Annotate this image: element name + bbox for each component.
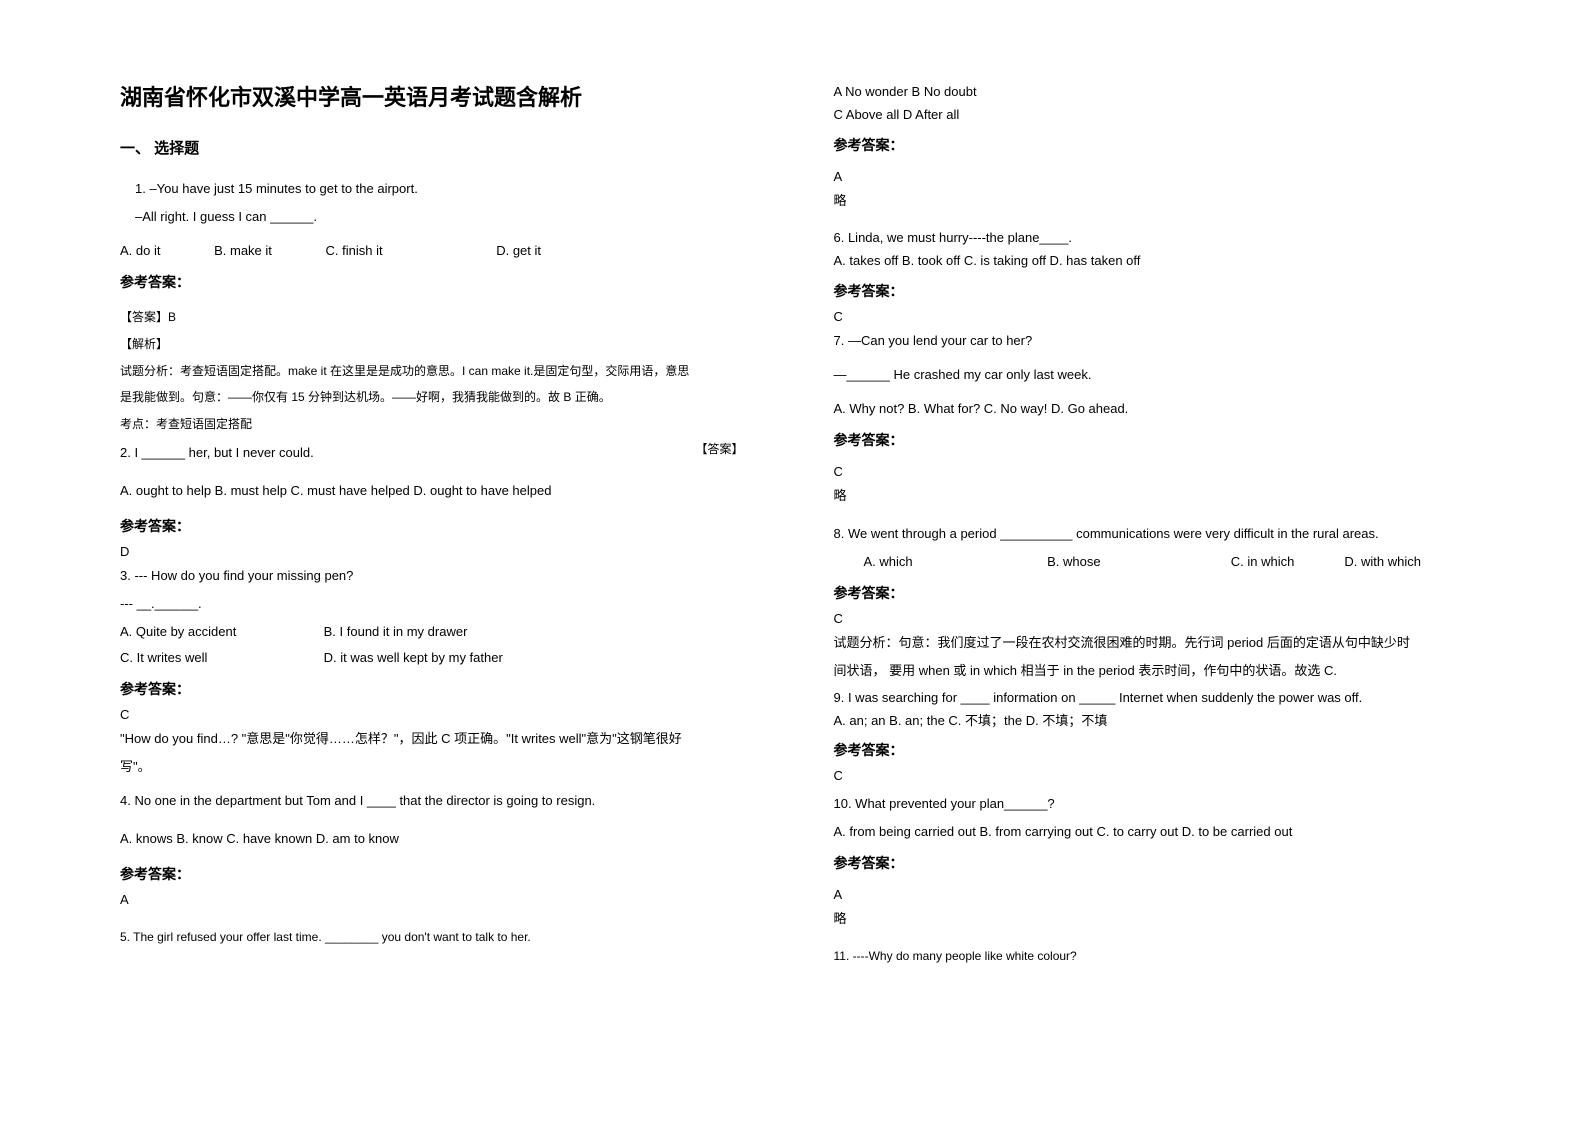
q5-opts-l1: A No wonder B No doubt xyxy=(834,80,1468,103)
ref-answer-label-9: 参考答案： xyxy=(834,740,1468,760)
q8-answer: C xyxy=(834,611,1468,626)
q10-options: A. from being carried out B. from carryi… xyxy=(834,819,1468,845)
q5-answer: A xyxy=(834,169,1468,184)
q8-exp-2: 间状语， 要用 when 或 in which 相当于 in the perio… xyxy=(834,658,1468,684)
q3-opt-c: C. It writes well xyxy=(120,645,320,671)
q3-exp-2: 写"。 xyxy=(120,754,754,780)
q1-exp-head: 【解析】 xyxy=(120,333,754,356)
q4-stem: 4. No one in the department but Tom and … xyxy=(120,788,754,814)
q3-exp-1: "How do you find…? "意思是"你觉得……怎样？"，因此 C 项… xyxy=(120,726,754,752)
q3-opt-b: B. I found it in my drawer xyxy=(324,624,468,639)
q2-answer: D xyxy=(120,544,754,559)
q2-stem: 2. I ______ her, but I never could. xyxy=(120,440,754,466)
q1-exp-3: 考点：考查短语固定搭配 xyxy=(120,413,754,436)
q8-opt-c: C. in which xyxy=(1231,549,1341,575)
q9-stem: 9. I was searching for ____ information … xyxy=(834,686,1468,709)
q7-answer: C xyxy=(834,464,1468,479)
q4-options: A. knows B. know C. have known D. am to … xyxy=(120,826,754,852)
q1-answer-head: 【答案】B xyxy=(120,306,754,329)
q1-options: A. do it B. make it C. finish it D. get … xyxy=(120,238,754,264)
q5-note: 略 xyxy=(834,188,1468,214)
q1-opt-b: B. make it xyxy=(214,238,272,264)
q5-stem: 5. The girl refused your offer last time… xyxy=(120,925,754,949)
q8-stem: 8. We went through a period __________ c… xyxy=(834,521,1468,547)
q6-answer: C xyxy=(834,309,1468,324)
q4-answer: A xyxy=(120,892,754,907)
q1-opt-c: C. finish it xyxy=(326,238,383,264)
q7-note: 略 xyxy=(834,483,1468,509)
q3-stem-1: 3. --- How do you find your missing pen? xyxy=(120,563,754,589)
q1-opt-a: A. do it xyxy=(120,238,160,264)
q1-opt-d: D. get it xyxy=(496,243,541,258)
q9-options: A. an; an B. an; the C. 不填；the D. 不填；不填 xyxy=(834,709,1468,732)
q2-options: A. ought to help B. must help C. must ha… xyxy=(120,478,754,504)
right-column: A No wonder B No doubt C Above all D Aft… xyxy=(794,80,1488,1082)
q3-answer: C xyxy=(120,707,754,722)
ref-answer-label-1: 参考答案： xyxy=(120,272,754,292)
section-heading: 一、 选择题 xyxy=(120,137,754,158)
q1-exp-2: 是我能做到。句意：——你仅有 15 分钟到达机场。——好啊，我猜我能做到的。故 … xyxy=(120,386,754,409)
ref-answer-label-3: 参考答案： xyxy=(120,679,754,699)
ref-answer-label-10: 参考答案： xyxy=(834,853,1468,873)
q1-stem-2: –All right. I guess I can ______. xyxy=(120,204,754,230)
q8-opt-d: D. with which xyxy=(1344,554,1421,569)
q7-options: A. Why not? B. What for? C. No way! D. G… xyxy=(834,396,1468,422)
q8-options: A. which B. whose C. in which D. with wh… xyxy=(834,549,1468,575)
ref-answer-label-2: 参考答案： xyxy=(120,516,754,536)
ref-answer-label-4: 参考答案： xyxy=(120,864,754,884)
q9-answer: C xyxy=(834,768,1468,783)
q8-exp-1: 试题分析：句意：我们度过了一段在农村交流很困难的时期。先行词 period 后面… xyxy=(834,630,1468,656)
q1-stem-1: 1. –You have just 15 minutes to get to t… xyxy=(120,176,754,202)
badge-answer: 【答案】 xyxy=(695,440,753,457)
q8-opt-b: B. whose xyxy=(1047,549,1227,575)
q3-opt-d: D. it was well kept by my father xyxy=(324,650,503,665)
q10-note: 略 xyxy=(834,906,1468,932)
q8-opt-a: A. which xyxy=(864,549,1044,575)
q10-stem: 10. What prevented your plan______? xyxy=(834,791,1468,817)
q1-exp-1: 试题分析：考查短语固定搭配。make it 在这里是是成功的意思。I can m… xyxy=(120,360,754,383)
q3-row1: A. Quite by accident B. I found it in my… xyxy=(120,619,754,645)
q3-stem-2: --- __.______. xyxy=(120,591,754,617)
q7-stem-1: 7. —Can you lend your car to her? xyxy=(834,328,1468,354)
q11-stem: 11. ----Why do many people like white co… xyxy=(834,944,1468,968)
q5-opts-l2: C Above all D After all xyxy=(834,103,1468,126)
q6-stem: 6. Linda, we must hurry----the plane____… xyxy=(834,226,1468,249)
ref-answer-label-6: 参考答案： xyxy=(834,281,1468,301)
ref-answer-label-5: 参考答案： xyxy=(834,135,1468,155)
left-column: 湖南省怀化市双溪中学高一英语月考试题含解析 一、 选择题 1. –You hav… xyxy=(100,80,794,1082)
ref-answer-label-8: 参考答案： xyxy=(834,583,1468,603)
ref-answer-label-7: 参考答案： xyxy=(834,430,1468,450)
q10-answer: A xyxy=(834,887,1468,902)
q7-stem-2: —______ He crashed my car only last week… xyxy=(834,362,1468,388)
page-title: 湖南省怀化市双溪中学高一英语月考试题含解析 xyxy=(120,80,754,112)
q3-opt-a: A. Quite by accident xyxy=(120,619,320,645)
q6-options: A. takes off B. took off C. is taking of… xyxy=(834,249,1468,272)
q3-row2: C. It writes well D. it was well kept by… xyxy=(120,645,754,671)
